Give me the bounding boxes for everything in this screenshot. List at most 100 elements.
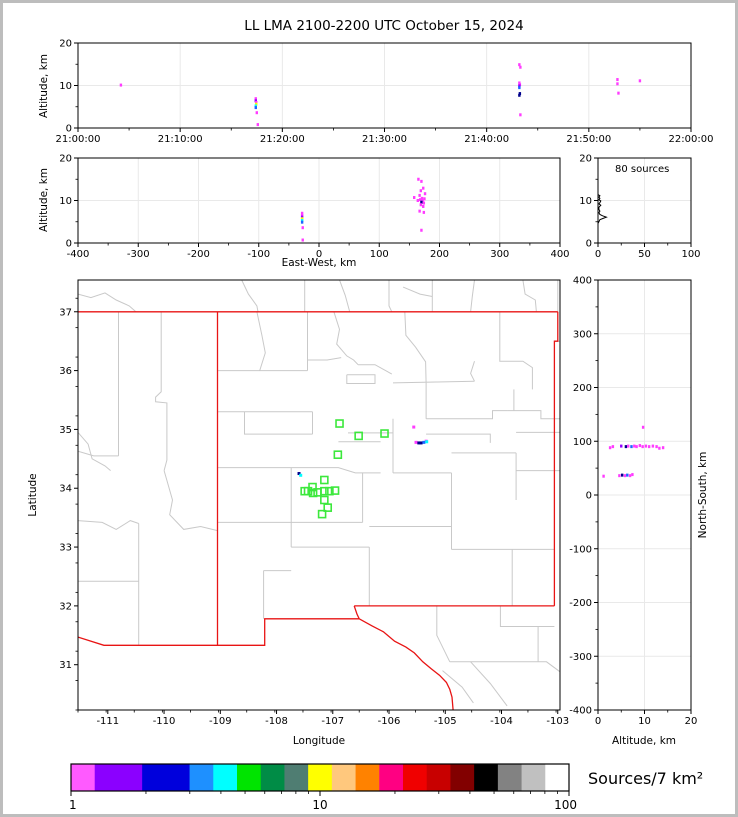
colorbar-segment [284, 764, 309, 791]
x-tick-label: -108 [265, 716, 288, 727]
county-line [404, 311, 427, 383]
x-tick-label: 300 [490, 249, 509, 260]
data-point [412, 425, 416, 429]
y-tick-label: 10 [59, 81, 72, 92]
data-point [423, 192, 427, 196]
data-point [651, 444, 655, 448]
station-marker [320, 495, 329, 505]
y-tick-label: 37 [59, 307, 72, 318]
figure-title: LL LMA 2100-2200 UTC October 15, 2024 [244, 18, 523, 34]
x-tick-label: 21:30:00 [362, 134, 407, 145]
data-point [420, 196, 424, 200]
data-point [620, 444, 623, 448]
x-tick-label: 21:40:00 [464, 134, 509, 145]
map-xlabel: Longitude [293, 735, 345, 747]
county-line [388, 280, 393, 313]
data-point [300, 217, 304, 221]
data-point [422, 186, 425, 190]
data-point [412, 196, 416, 200]
x-tick-label: 21:50:00 [566, 134, 611, 145]
station-marker [323, 503, 333, 512]
data-point [518, 93, 521, 97]
state-border [353, 605, 454, 710]
data-point [418, 209, 421, 213]
ew-panel-ylabel: Altitude, km [38, 168, 50, 232]
data-point [638, 79, 642, 83]
colorbar-segment [71, 764, 96, 791]
y-tick-label: 0 [586, 239, 592, 250]
station-marker [380, 429, 389, 438]
y-tick-label: 100 [573, 437, 592, 448]
data-point [419, 189, 423, 193]
data-point [608, 446, 612, 450]
data-point [624, 445, 628, 449]
x-tick-label: -103 [546, 716, 569, 727]
state-border [78, 618, 360, 646]
x-tick-label: -106 [378, 716, 401, 727]
x-tick-label: -111 [96, 716, 119, 727]
data-point [518, 92, 522, 96]
data-point [661, 446, 665, 450]
x-tick-label: -105 [434, 716, 457, 727]
panels-group: 21:00:00 21:10:00 21:20:00 21:30:00 21:40:00… [56, 39, 714, 813]
data-point [518, 81, 521, 85]
data-point [422, 201, 426, 205]
data-point [630, 445, 633, 449]
ns-panel-xlabel: Altitude, km [612, 735, 676, 747]
map-content [78, 280, 560, 710]
y-tick-label: -100 [569, 544, 592, 555]
data-point [419, 203, 423, 207]
data-point [301, 238, 304, 242]
data-point [300, 215, 304, 219]
data-point [254, 99, 257, 103]
lma-figure: LL LMA 2100-2200 UTC October 15, 2024 Al… [27, 18, 714, 813]
data-point [628, 474, 632, 478]
colorbar-segment [521, 764, 546, 791]
data-point [300, 213, 304, 217]
x-tick-label: 21:20:00 [260, 134, 305, 145]
colorbar-segment [474, 764, 499, 791]
x-tick-label: 100 [681, 249, 700, 260]
data-point [623, 474, 627, 478]
x-tick-label: 10 [638, 716, 651, 727]
data-point [416, 199, 420, 202]
data-point [641, 445, 644, 449]
data-point [300, 218, 304, 222]
county-line [449, 661, 560, 673]
colorbar-segment [545, 764, 570, 791]
county-line [436, 605, 451, 663]
colorbar-segment [450, 764, 475, 791]
data-point [641, 425, 645, 429]
data-point [420, 228, 423, 232]
data-point [644, 444, 648, 448]
data-point [638, 444, 642, 448]
data-point [617, 91, 620, 95]
county-line [499, 605, 555, 627]
x-tick-label: -109 [209, 716, 232, 727]
colorbar-segment [308, 764, 333, 791]
x-tick-label: 0 [595, 249, 601, 260]
colorbar-segment [260, 764, 285, 791]
data-point [421, 199, 424, 203]
x-tick-label: 20 [685, 716, 698, 727]
station-marker [308, 488, 318, 498]
data-point [422, 204, 425, 208]
colorbar-segment [379, 764, 404, 791]
y-tick-label: 34 [59, 484, 72, 495]
y-tick-label: 0 [66, 124, 72, 135]
data-point [618, 474, 621, 478]
colorbar-tick-label: 100 [554, 798, 577, 812]
data-point [299, 473, 303, 477]
colorbar-segment [94, 764, 143, 791]
station-marker [308, 482, 317, 492]
data-point [254, 106, 257, 110]
y-tick-label: 32 [59, 601, 72, 612]
county-line [426, 433, 491, 443]
data-point [255, 111, 258, 115]
y-tick-label: -400 [569, 706, 592, 717]
data-point [255, 102, 258, 106]
county-line [217, 467, 381, 474]
time_height-panel: 21:00:00 21:10:00 21:20:00 21:30:00 21:40:00… [56, 39, 714, 146]
county-line [163, 470, 218, 532]
colorbar-tick-label: 1 [69, 798, 77, 812]
